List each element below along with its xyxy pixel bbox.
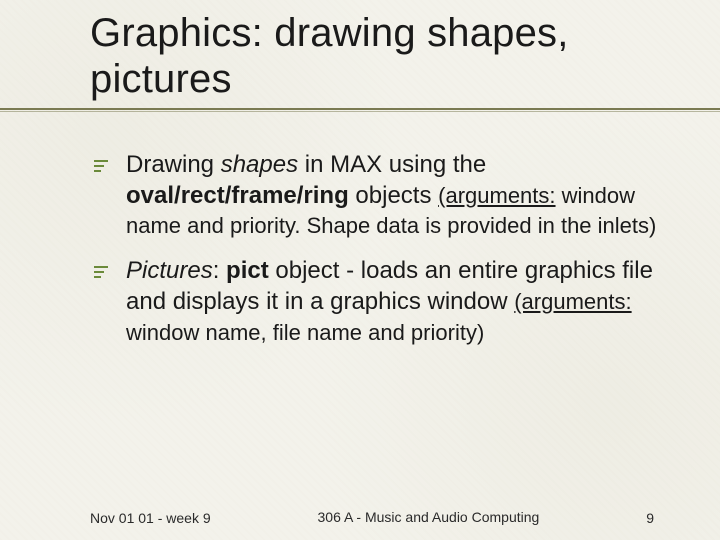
footer-course: 306 A - Music and Audio Computing xyxy=(211,509,647,526)
text-run-bold: oval/rect/frame/ring xyxy=(126,182,349,209)
bullet-icon xyxy=(94,160,108,170)
text-run-italic: Pictures xyxy=(126,257,213,284)
title-underline xyxy=(90,108,660,114)
slide-title: Graphics: drawing shapes, pictures xyxy=(90,10,660,102)
footer-page-number: 9 xyxy=(646,510,660,526)
text-run-underline: (arguments: xyxy=(438,183,555,208)
footer: Nov 01 01 - week 9 306 A - Music and Aud… xyxy=(0,509,720,526)
text-run: objects xyxy=(349,182,438,209)
list-item: Drawing shapes in MAX using the oval/rec… xyxy=(118,150,660,242)
text-run: Drawing xyxy=(126,151,221,178)
list-item: Pictures: pict object - loads an entire … xyxy=(118,256,660,348)
text-run: in MAX using the xyxy=(298,151,486,178)
slide: Graphics: drawing shapes, pictures Drawi… xyxy=(0,0,720,540)
text-run-italic: shapes xyxy=(221,151,298,178)
bullet-list: Drawing shapes in MAX using the oval/rec… xyxy=(90,150,660,348)
text-run-underline: (arguments: xyxy=(514,289,631,314)
text-run-bold: pict xyxy=(226,257,269,284)
bullet-icon xyxy=(94,266,108,276)
text-run-sub: window name, file name and priority) xyxy=(126,320,484,345)
footer-date: Nov 01 01 - week 9 xyxy=(90,510,211,526)
text-run: : xyxy=(213,257,226,284)
